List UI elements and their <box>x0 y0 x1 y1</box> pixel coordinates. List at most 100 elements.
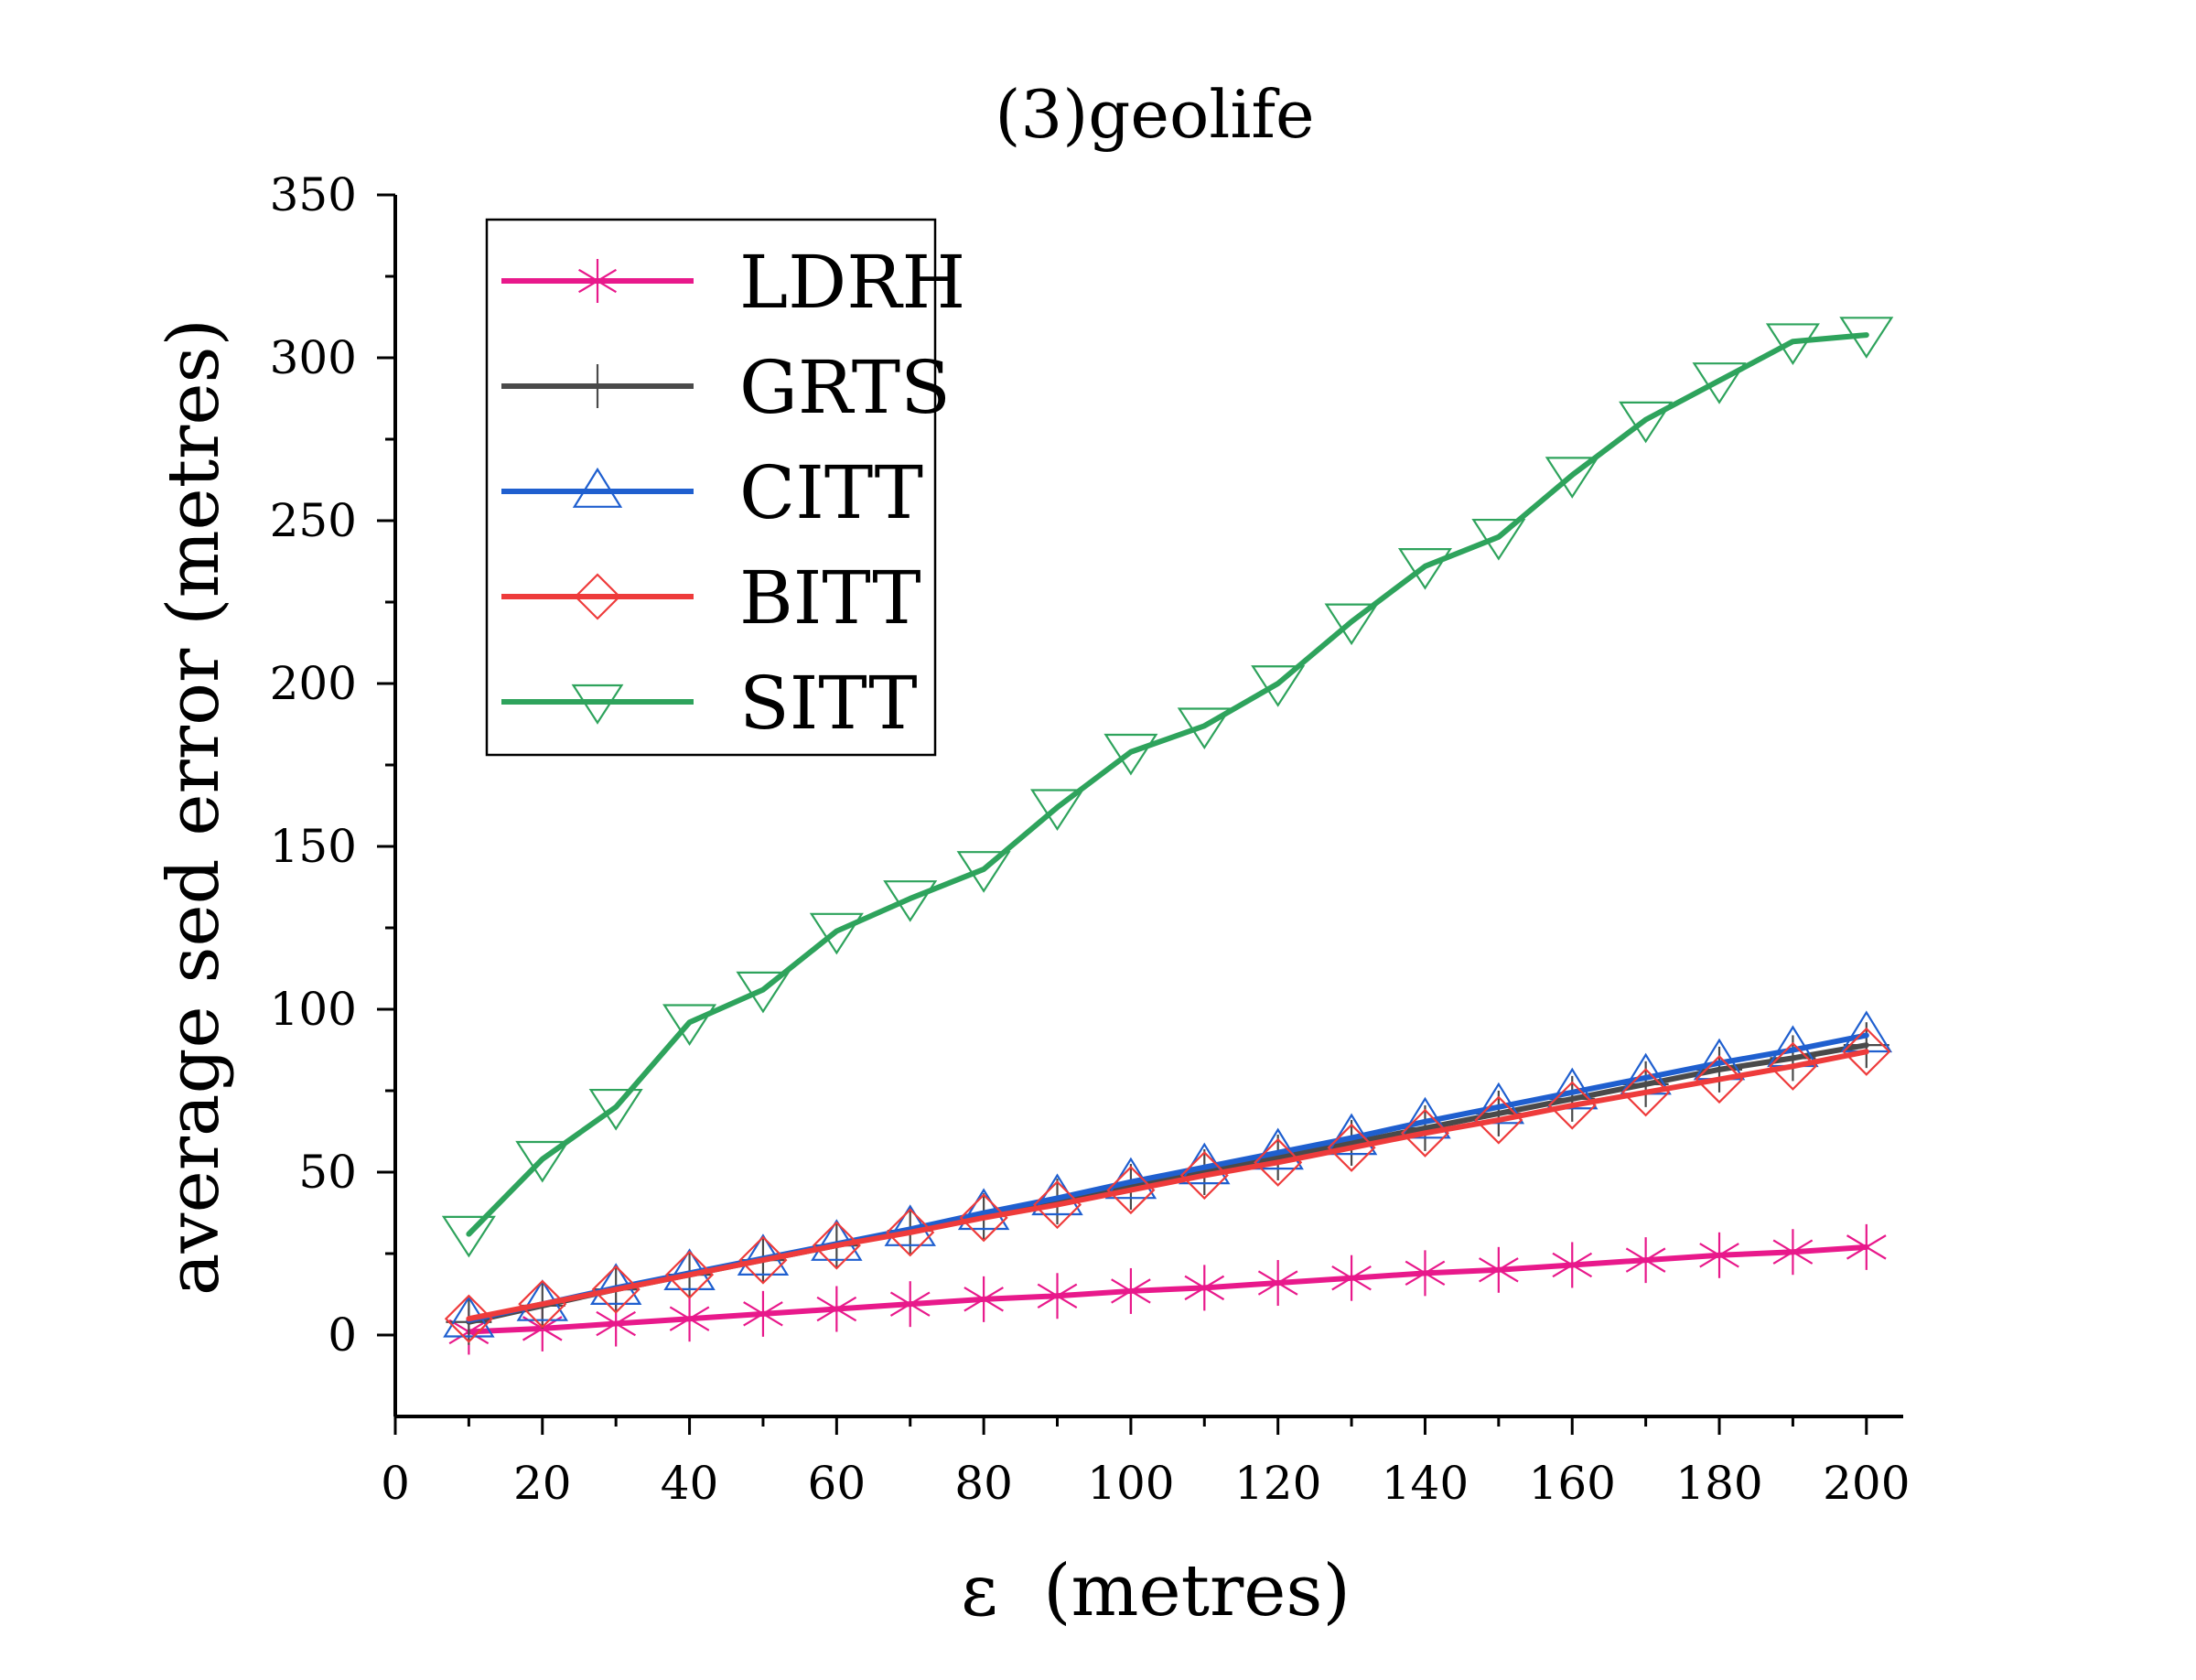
data-point-ldrh-stroke <box>1846 1234 1887 1260</box>
data-point-bitt <box>738 1235 788 1285</box>
data-point-citt <box>1252 1127 1304 1170</box>
legend-marker-ldrh-stroke <box>578 268 617 294</box>
data-point-bitt <box>1695 1054 1744 1104</box>
data-point-ldrh <box>1699 1232 1739 1278</box>
data-point-ldrh <box>743 1290 783 1337</box>
y-tick-label: 350 <box>270 168 357 221</box>
y-tick-label: 250 <box>270 494 357 547</box>
legend-label-sitt: SITT <box>739 661 918 746</box>
x-tick-label: 200 <box>1823 1457 1910 1510</box>
chart-title: (3)geolife <box>995 76 1314 153</box>
data-point-bitt <box>1179 1151 1229 1201</box>
data-point-bitt <box>1474 1095 1523 1145</box>
x-tick-label: 120 <box>1234 1457 1321 1510</box>
series-ldrh <box>448 1223 1887 1355</box>
legend-item-ldrh: LDRH <box>501 240 965 325</box>
series-line-ldrh <box>466 1244 1869 1335</box>
data-point-sitt <box>1619 401 1674 444</box>
data-point-ldrh-stroke <box>1479 1257 1519 1283</box>
data-point-bitt <box>1032 1180 1082 1230</box>
data-point-ldrh <box>889 1281 931 1328</box>
data-point-ldrh-stroke <box>596 1310 636 1337</box>
data-point-ldrh-stroke <box>963 1287 1004 1312</box>
data-point-sitt <box>1324 603 1379 646</box>
data-point-ldrh <box>1111 1267 1151 1314</box>
series-bitt <box>444 1027 1891 1343</box>
data-point-bitt <box>1400 1108 1450 1158</box>
data-point-ldrh <box>1257 1260 1298 1307</box>
data-point-sitt <box>956 851 1011 893</box>
data-point-bitt <box>1327 1123 1376 1172</box>
legend-item-grts: GRTS <box>501 345 951 430</box>
data-point-bitt <box>665 1250 715 1299</box>
data-layer <box>441 317 1894 1355</box>
legend-marker-ldrh <box>578 259 617 303</box>
data-point-citt <box>1399 1096 1451 1139</box>
y-axis: 0 50 100 150 200 250 300 350 <box>270 168 397 1416</box>
data-point-grts <box>1696 1046 1743 1093</box>
x-tick-label: 160 <box>1529 1457 1616 1510</box>
legend-label-ldrh: LDRH <box>739 240 965 325</box>
data-point-sitt <box>1177 707 1232 750</box>
y-tick-label: 100 <box>270 983 357 1036</box>
data-point-ldrh-stroke <box>1552 1252 1593 1278</box>
x-tick-label: 0 <box>381 1457 410 1510</box>
data-point-citt <box>1472 1082 1525 1125</box>
data-point-citt <box>884 1204 936 1246</box>
data-point-bitt <box>886 1208 935 1257</box>
data-point-ldrh-stroke <box>1257 1270 1298 1296</box>
data-point-ldrh <box>1479 1246 1519 1293</box>
data-point-ldrh-stroke <box>1037 1283 1078 1308</box>
legend-marker-bitt <box>574 573 621 620</box>
data-point-sitt <box>1471 518 1526 561</box>
data-point-sitt <box>441 1215 496 1258</box>
data-point-ldrh-stroke <box>1405 1260 1446 1287</box>
data-point-ldrh <box>1846 1223 1887 1270</box>
legend-item-bitt: BITT <box>501 555 921 641</box>
data-point-ldrh <box>1331 1255 1372 1301</box>
data-point-sitt <box>736 971 791 1014</box>
y-tick-label: 0 <box>328 1308 357 1362</box>
legend: LDRH GRTS CITT BITT SITT <box>485 218 965 757</box>
data-point-bitt <box>1621 1068 1671 1117</box>
data-point-ldrh <box>1405 1250 1446 1297</box>
data-point-ldrh <box>1184 1265 1225 1311</box>
data-point-ldrh-stroke <box>1331 1265 1372 1291</box>
x-tick-label: 140 <box>1382 1457 1469 1510</box>
x-axis-label: ε (metres) <box>961 1550 1351 1632</box>
data-point-sitt <box>662 1004 717 1047</box>
legend-item-sitt: SITT <box>501 661 918 746</box>
legend-label-citt: CITT <box>739 450 923 535</box>
legend-marker-sitt <box>571 684 624 725</box>
data-point-bitt <box>1768 1041 1817 1091</box>
data-point-ldrh-stroke <box>743 1301 783 1327</box>
data-point-ldrh-stroke <box>1772 1239 1814 1265</box>
data-point-citt <box>811 1219 863 1261</box>
legend-item-citt: CITT <box>501 450 923 535</box>
data-point-sitt <box>1545 457 1599 499</box>
data-point-citt <box>1325 1113 1378 1156</box>
data-point-sitt <box>1103 733 1158 776</box>
data-point-ldrh-stroke <box>1111 1278 1151 1304</box>
data-point-bitt <box>1842 1027 1891 1076</box>
y-tick-label: 50 <box>298 1146 357 1199</box>
data-point-bitt <box>812 1221 861 1270</box>
data-point-bitt <box>1254 1137 1303 1187</box>
data-point-ldrh-stroke <box>1184 1275 1225 1301</box>
y-tick-label: 300 <box>270 331 357 384</box>
legend-marker-citt <box>572 467 623 508</box>
data-point-ldrh-stroke <box>816 1296 857 1322</box>
data-point-sitt <box>1397 547 1452 590</box>
data-point-ldrh <box>816 1286 857 1332</box>
data-point-bitt <box>518 1279 567 1329</box>
data-point-ldrh-stroke <box>1625 1247 1666 1273</box>
data-point-ldrh-stroke <box>669 1306 710 1331</box>
data-point-ldrh <box>669 1296 710 1342</box>
x-tick-label: 20 <box>513 1457 572 1510</box>
data-point-sitt <box>1692 362 1747 404</box>
data-point-ldrh-stroke <box>1699 1243 1739 1268</box>
data-point-bitt <box>591 1265 640 1314</box>
data-point-sitt <box>1765 323 1820 365</box>
data-point-citt <box>1546 1067 1599 1110</box>
